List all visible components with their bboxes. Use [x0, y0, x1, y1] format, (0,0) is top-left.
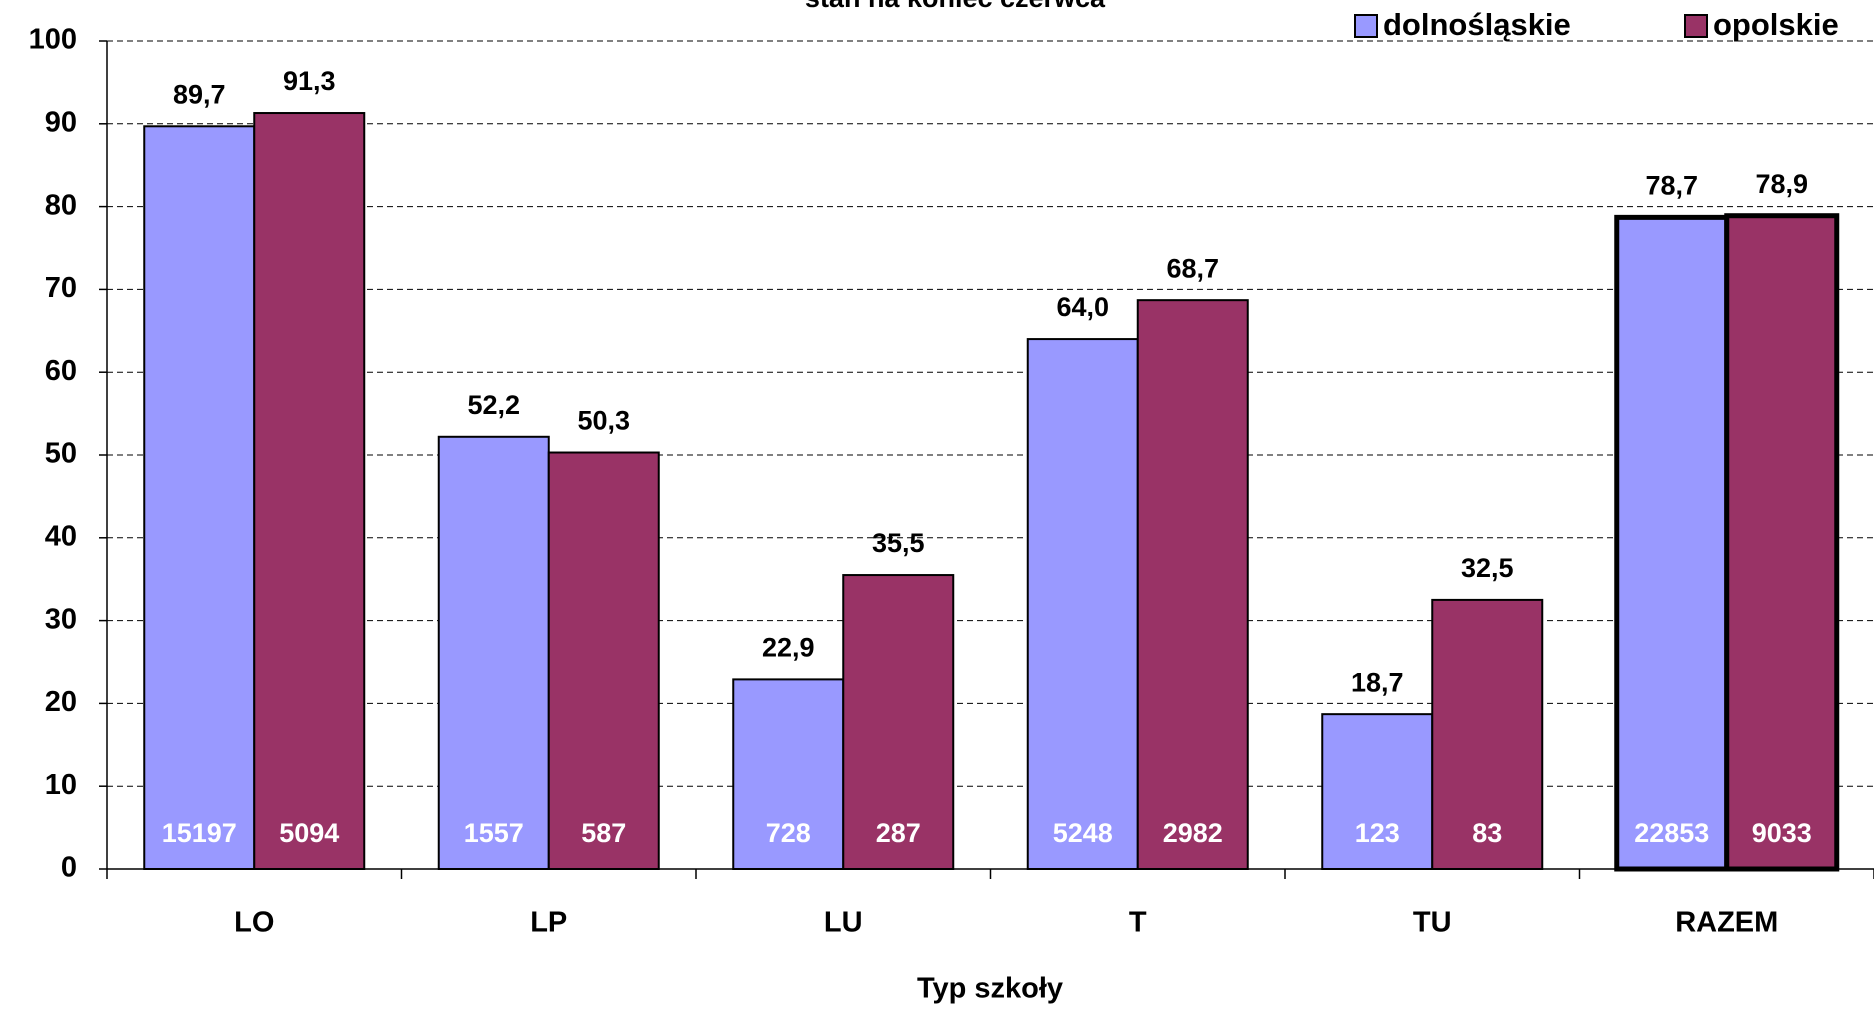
bar: [842, 574, 955, 870]
bar: [1026, 338, 1139, 870]
y-tick-label: 70: [45, 272, 77, 304]
y-tick-label: 40: [45, 520, 77, 552]
count-label: 5248: [1053, 818, 1113, 848]
value-label: 68,7: [1166, 253, 1219, 283]
value-label: 91,3: [283, 66, 336, 96]
x-tick-label: LU: [824, 907, 863, 939]
x-axis-title: Typ szkoły: [917, 973, 1063, 1005]
value-label: 35,5: [872, 528, 925, 558]
bar: [1431, 598, 1544, 871]
y-tick-label: 20: [45, 686, 77, 718]
value-label: 78,7: [1645, 170, 1698, 200]
bar: [437, 435, 550, 870]
x-tick-label: LP: [530, 907, 567, 939]
count-label: 22853: [1634, 818, 1709, 848]
count-label: 9033: [1752, 818, 1812, 848]
x-tick-label: RAZEM: [1675, 907, 1778, 939]
legend-label: opolskie: [1713, 7, 1839, 42]
y-tick-label: 10: [45, 769, 77, 801]
y-tick-label: 30: [45, 603, 77, 635]
x-tick-label: T: [1129, 907, 1147, 939]
bar: [1724, 213, 1840, 872]
x-tick-label: TU: [1413, 907, 1452, 939]
value-label: 32,5: [1461, 553, 1514, 583]
value-label: 64,0: [1056, 292, 1109, 322]
bar: [732, 678, 845, 870]
count-label: 123: [1355, 818, 1400, 848]
value-label: 18,7: [1351, 667, 1404, 697]
value-label: 89,7: [173, 79, 226, 109]
y-tick-label: 90: [45, 106, 77, 138]
bar: [143, 125, 256, 870]
count-label: 15197: [162, 818, 237, 848]
value-label: 22,9: [762, 633, 815, 663]
count-label: 83: [1472, 818, 1502, 848]
y-tick-label: 60: [45, 355, 77, 387]
chart-title: stan na koniec czerwca: [805, 0, 1106, 13]
legend-swatch: [1684, 14, 1708, 38]
count-label: 1557: [464, 818, 524, 848]
count-label: 2982: [1163, 818, 1223, 848]
x-tick-label: LO: [234, 907, 274, 939]
y-tick-label: 50: [45, 438, 77, 470]
bar: [253, 112, 366, 870]
y-tick-label: 100: [29, 24, 77, 56]
count-label: 728: [766, 818, 811, 848]
count-label: 5094: [279, 818, 339, 848]
y-tick-label: 0: [61, 852, 77, 884]
bar: [1321, 713, 1434, 870]
y-tick-label: 80: [45, 189, 77, 221]
value-label: 50,3: [577, 406, 630, 436]
legend-swatch: [1354, 14, 1378, 38]
value-label: 78,9: [1755, 169, 1808, 199]
value-label: 52,2: [467, 390, 520, 420]
count-label: 587: [581, 818, 626, 848]
bar: [1614, 214, 1730, 872]
legend-label: dolnośląskie: [1383, 7, 1571, 42]
bar: [547, 451, 660, 870]
bar: [1136, 299, 1249, 870]
count-label: 287: [876, 818, 921, 848]
